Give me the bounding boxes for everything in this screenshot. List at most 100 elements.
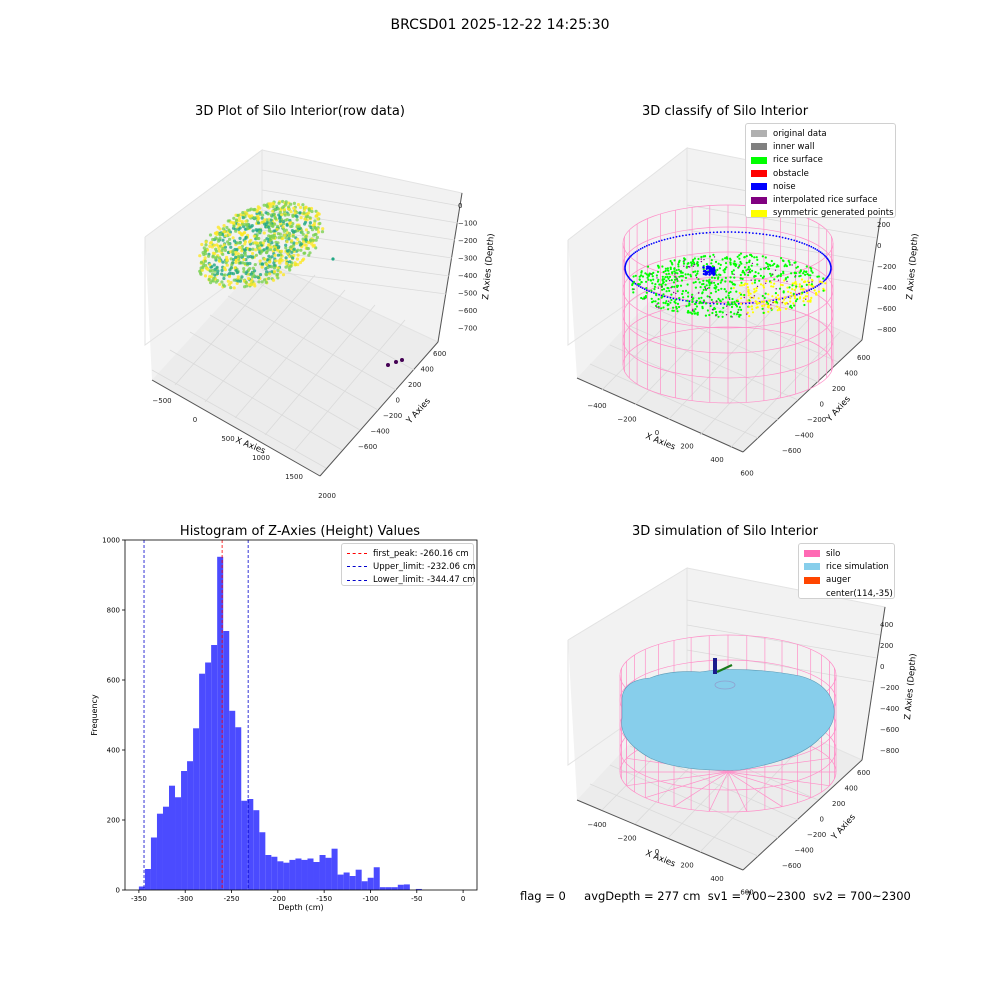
- noise-point: [830, 267, 832, 269]
- point: [271, 209, 275, 213]
- histogram-bar: [211, 645, 218, 890]
- histogram-bar: [343, 872, 350, 890]
- z-tick-label: −700: [458, 325, 477, 333]
- y-tick-label: 600: [857, 354, 870, 362]
- point: [269, 204, 273, 208]
- classified-point: [778, 287, 782, 290]
- point: [242, 267, 246, 271]
- classified-point: [789, 300, 792, 303]
- classified-point: [822, 289, 825, 292]
- point: [213, 273, 217, 277]
- histogram-bar: [150, 837, 157, 890]
- classified-point: [804, 273, 807, 276]
- classified-point: [667, 287, 670, 290]
- classified-point: [784, 307, 788, 310]
- classified-point: [721, 298, 724, 301]
- point: [217, 259, 221, 263]
- classified-point: [678, 305, 681, 309]
- point: [246, 227, 250, 231]
- point: [237, 216, 242, 220]
- histogram-bar: [235, 727, 242, 890]
- silo-floor-spoke: [727, 771, 830, 787]
- interpolated-point: [715, 315, 717, 317]
- noise-point: [702, 232, 704, 235]
- point: [258, 211, 262, 215]
- legend-swatch: [804, 550, 820, 558]
- noise-point: [801, 242, 803, 244]
- classified-point: [701, 291, 704, 294]
- classified-point: [713, 306, 716, 310]
- classified-point: [741, 269, 745, 272]
- legend-swatch: [751, 183, 767, 191]
- classified-point: [802, 272, 805, 275]
- x-tick-label: -50: [411, 895, 422, 903]
- noise-point: [688, 300, 691, 303]
- classified-point: [727, 301, 730, 304]
- classified-point: [738, 264, 741, 267]
- classified-point: [731, 301, 734, 304]
- point: [308, 251, 312, 255]
- point: [203, 252, 208, 256]
- interpolated-point: [683, 259, 685, 261]
- legend-swatch: [751, 156, 767, 164]
- classified-point: [716, 302, 719, 305]
- classified-point: [638, 278, 641, 281]
- noise-point: [633, 252, 635, 255]
- point: [221, 260, 225, 264]
- point: [307, 253, 311, 257]
- point: [270, 255, 274, 259]
- interpolated-point: [704, 288, 707, 290]
- interpolated-point: [668, 279, 671, 282]
- histogram-bar: [223, 631, 230, 890]
- classified-point: [682, 262, 686, 265]
- point: [246, 255, 250, 259]
- classified-point: [757, 272, 760, 275]
- classified-point: [665, 273, 668, 276]
- classified-point: [678, 297, 681, 300]
- classified-point: [660, 307, 663, 310]
- point: [218, 236, 222, 240]
- interpolated-point: [689, 266, 691, 268]
- classified-point: [697, 297, 701, 300]
- classified-point: [681, 275, 684, 278]
- classified-point: [710, 292, 713, 295]
- point: [247, 240, 252, 244]
- classified-point: [704, 302, 708, 305]
- classified-point: [799, 288, 802, 291]
- noise-point: [653, 292, 655, 294]
- y-tick-label: −200: [807, 416, 826, 424]
- histogram-bar: [277, 861, 284, 890]
- point: [296, 253, 300, 257]
- histogram-bar: [271, 856, 278, 890]
- classified-point: [739, 277, 742, 280]
- noise-point: [650, 243, 653, 245]
- point: [244, 219, 248, 223]
- point: [204, 266, 208, 270]
- point: [267, 225, 271, 229]
- histogram-bar: [337, 874, 344, 890]
- classified-point: [683, 257, 686, 260]
- classified-point: [661, 295, 664, 298]
- silo-floor-spoke: [645, 771, 729, 799]
- classified-point: [720, 287, 723, 290]
- classified-point: [762, 284, 765, 287]
- classified-point: [778, 307, 781, 310]
- classified-point: [740, 262, 743, 265]
- classified-point: [815, 293, 818, 296]
- classified-point: [751, 269, 754, 272]
- classified-point: [822, 287, 825, 290]
- point: [235, 281, 239, 285]
- point: [278, 261, 282, 265]
- silo-floor-spoke: [727, 771, 783, 807]
- point: [293, 211, 297, 215]
- classified-point: [777, 274, 780, 277]
- classified-point: [641, 297, 645, 300]
- interpolated-point: [673, 291, 675, 294]
- point: [276, 268, 280, 272]
- classified-point: [793, 288, 796, 292]
- point: [214, 280, 218, 284]
- legend-swatch: [804, 563, 820, 571]
- classified-point: [755, 289, 758, 292]
- classified-point: [693, 257, 696, 260]
